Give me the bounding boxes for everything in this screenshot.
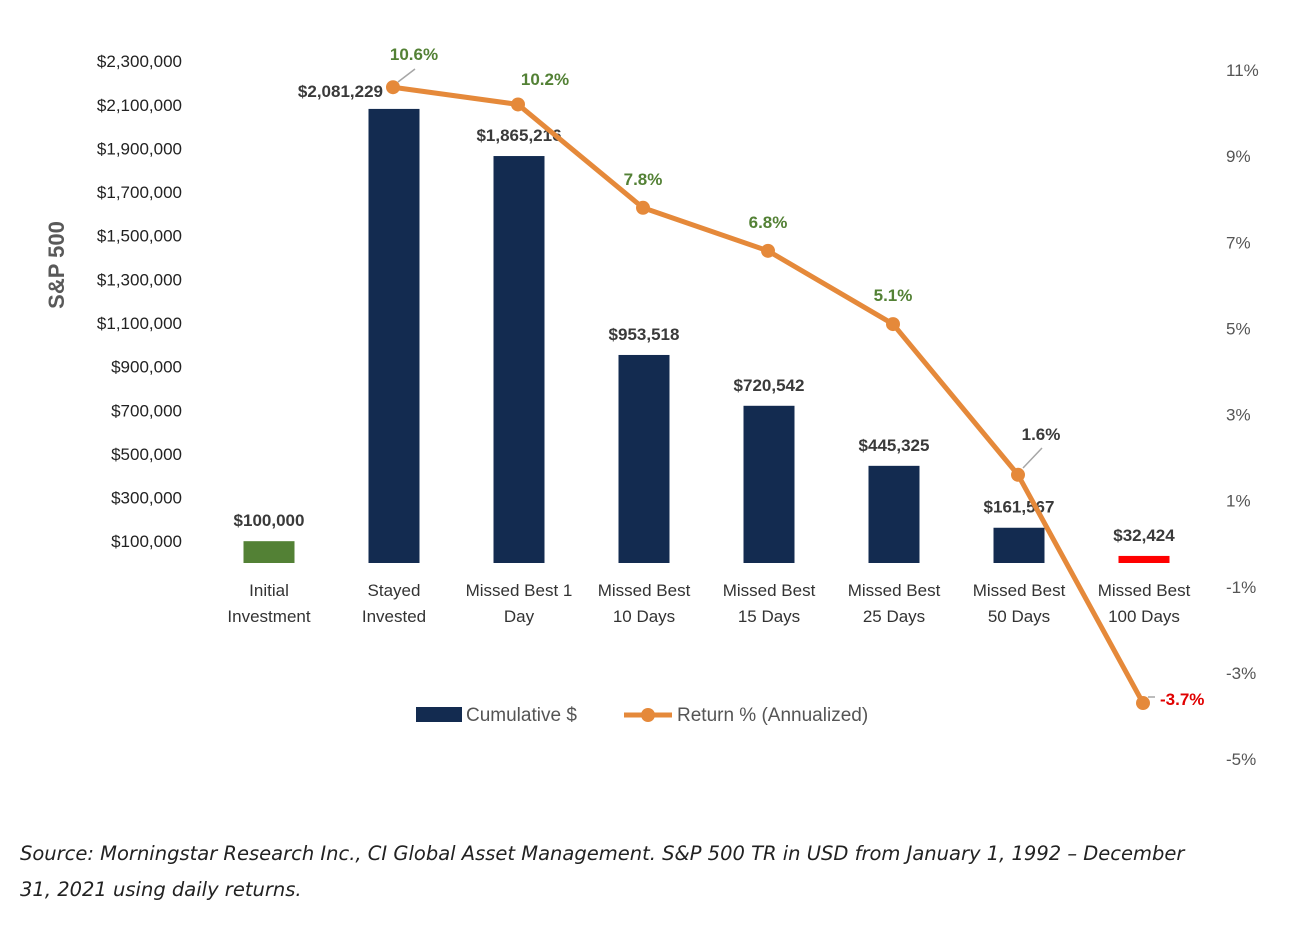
- return-marker: [1136, 696, 1150, 711]
- category-label: Missed Best: [848, 581, 941, 600]
- bar-value-labels: $100,000 $2,081,229 $1,865,216 $953,518 $720…: [234, 82, 1176, 545]
- return-marker: [386, 80, 400, 95]
- bar-value-label: $100,000: [234, 511, 305, 530]
- bar-value-label: $953,518: [609, 325, 680, 344]
- right-axis-ticks: 11% 9% 7% 5% 3% 1% -1% -3% -5%: [1226, 61, 1259, 769]
- left-tick-label: $1,500,000: [97, 227, 182, 246]
- return-marker: [761, 243, 775, 258]
- category-label: Initial: [249, 581, 289, 600]
- source-note: Source: Morningstar Research Inc., CI Gl…: [20, 842, 1185, 901]
- category-label: 25 Days: [863, 607, 925, 626]
- legend-label-cumulative: Cumulative $: [466, 705, 577, 726]
- legend: Cumulative $ Return % (Annualized): [416, 705, 868, 726]
- y-axis-title: S&P 500: [44, 221, 69, 309]
- right-tick-label: -3%: [1226, 664, 1256, 683]
- return-marker: [886, 317, 900, 332]
- bar: [243, 541, 295, 563]
- bar-value-label: $161,567: [984, 498, 1055, 517]
- right-tick-label: 3%: [1226, 406, 1251, 425]
- right-tick-label: 9%: [1226, 147, 1251, 166]
- left-tick-label: $2,300,000: [97, 52, 182, 71]
- bar-value-label: $445,325: [859, 436, 930, 455]
- category-label: 15 Days: [738, 607, 800, 626]
- leader-line: [397, 68, 416, 83]
- sp500-missed-days-chart: S&P 500 $100,000 $300,000 $500,000 $700,000…: [44, 45, 1259, 769]
- category-label: Missed Best: [1098, 581, 1191, 600]
- category-label: Stayed: [368, 581, 421, 600]
- right-tick-label: -1%: [1226, 578, 1256, 597]
- category-label: 10 Days: [613, 607, 675, 626]
- return-value-label: 6.8%: [749, 213, 788, 232]
- left-tick-label: $300,000: [111, 489, 182, 508]
- category-label: Missed Best: [598, 581, 691, 600]
- category-label: Missed Best: [723, 581, 816, 600]
- return-value-label: 7.8%: [624, 170, 663, 189]
- category-label: Missed Best: [973, 581, 1066, 600]
- bar: [618, 354, 670, 563]
- return-marker: [511, 97, 525, 112]
- left-tick-label: $1,700,000: [97, 183, 182, 202]
- return-marker: [1011, 467, 1025, 482]
- bar: [743, 405, 795, 563]
- left-tick-label: $900,000: [111, 358, 182, 377]
- category-labels: Initial Investment Stayed Invested Missed Be…: [227, 581, 1190, 626]
- left-tick-label: $1,300,000: [97, 270, 182, 289]
- return-value-label: 10.2%: [521, 70, 569, 89]
- left-tick-label: $2,100,000: [97, 96, 182, 115]
- right-tick-label: 5%: [1226, 319, 1251, 338]
- bar: [368, 108, 420, 564]
- right-tick-label: -5%: [1226, 750, 1256, 769]
- right-tick-label: 7%: [1226, 233, 1251, 252]
- bar: [1118, 555, 1170, 563]
- left-axis-ticks: $100,000 $300,000 $500,000 $700,000 $900,000…: [97, 52, 182, 551]
- right-tick-label: 11%: [1226, 61, 1259, 80]
- return-value-label: 10.6%: [390, 45, 438, 64]
- legend-swatch-return-marker: [641, 708, 655, 722]
- left-tick-label: $1,100,000: [97, 314, 182, 333]
- bar: [868, 465, 920, 563]
- bar-series: [243, 108, 1170, 564]
- category-label: Investment: [227, 607, 310, 626]
- left-tick-label: $500,000: [111, 445, 182, 464]
- line-series: 10.6% 10.2% 7.8% 6.8% 5.1% 1.6% -3.7%: [386, 45, 1204, 711]
- category-label: 100 Days: [1108, 607, 1180, 626]
- bar-value-label: $2,081,229: [298, 82, 383, 101]
- category-label: Day: [504, 607, 535, 626]
- category-label: Missed Best 1: [466, 581, 573, 600]
- left-tick-label: $1,900,000: [97, 139, 182, 158]
- leader-line: [1022, 447, 1043, 469]
- right-tick-label: 1%: [1226, 492, 1251, 511]
- bar-value-label: $720,542: [734, 376, 805, 395]
- bar: [993, 527, 1045, 563]
- return-value-label: -3.7%: [1160, 690, 1204, 709]
- category-label: Invested: [362, 607, 426, 626]
- return-marker: [636, 200, 650, 215]
- left-tick-label: $700,000: [111, 401, 182, 420]
- bar-value-label: $32,424: [1113, 526, 1175, 545]
- return-value-label: 5.1%: [874, 286, 913, 305]
- legend-label-return: Return % (Annualized): [677, 705, 868, 726]
- category-label: 50 Days: [988, 607, 1050, 626]
- left-tick-label: $100,000: [111, 532, 182, 551]
- return-value-label: 1.6%: [1022, 425, 1061, 444]
- legend-swatch-cumulative: [416, 707, 462, 722]
- bar: [493, 156, 545, 564]
- bar-value-label: $1,865,216: [476, 126, 561, 145]
